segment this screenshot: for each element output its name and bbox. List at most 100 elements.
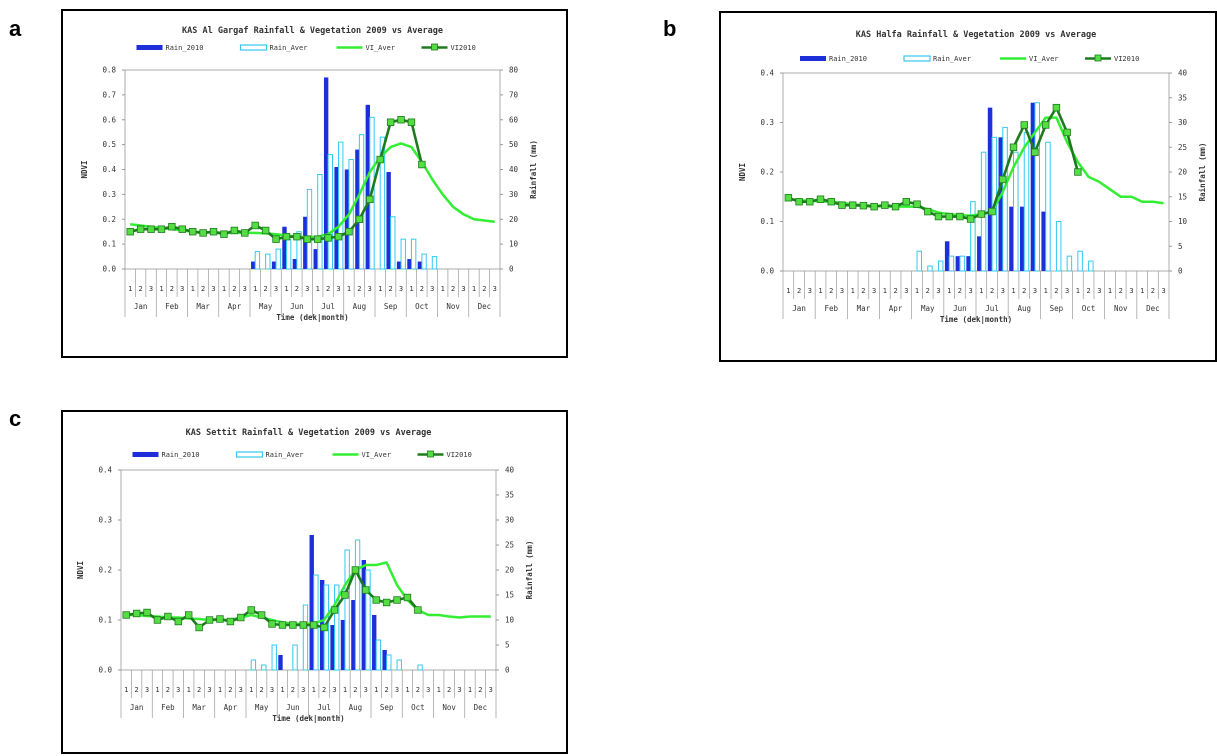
dekad-label: 2 [447, 686, 451, 694]
dekad-label: 3 [969, 287, 973, 295]
bar-rain-2010 [1009, 206, 1014, 271]
dekad-label: 2 [893, 287, 897, 295]
line-vi2010 [129, 118, 424, 241]
dekad-label: 1 [343, 686, 347, 694]
line-vi-aver [126, 561, 491, 626]
legend-label-rain-2010: Rain_2010 [162, 451, 200, 459]
legend-label-vi2010: VI2010 [1114, 55, 1139, 63]
marker-vi2010 [314, 235, 322, 243]
dekad-label: 1 [786, 287, 790, 295]
month-label: Jun [286, 703, 300, 712]
marker-vi2010 [345, 227, 353, 236]
dekad-label: 1 [284, 285, 288, 293]
dekad-label: 2 [420, 285, 424, 293]
bar-rain-2010 [987, 107, 993, 272]
month-label: Nov [446, 302, 460, 311]
left-tick-label: 0.2 [102, 215, 116, 224]
bar-rain-2010 [344, 169, 350, 269]
month-label: Jul [321, 302, 335, 311]
right-tick-label: 0 [509, 265, 514, 274]
bar-rain-2010 [334, 167, 339, 269]
right-tick-label: 40 [505, 466, 515, 475]
dekad-label: 2 [291, 686, 295, 694]
bar-rain-aver [271, 644, 277, 671]
bar-rain-2010 [386, 171, 391, 269]
marker-vi2010 [132, 609, 141, 618]
x-axis-label: Time (dek|month) [272, 714, 344, 724]
marker-vi2010 [376, 155, 384, 164]
dekad-label: 2 [797, 287, 801, 295]
left-tick-label: 0.0 [102, 265, 116, 274]
left-tick-label: 0.1 [760, 217, 774, 226]
bar-rain-aver [296, 231, 302, 270]
right-tick-label: 10 [505, 616, 515, 625]
right-tick-label: 20 [505, 566, 515, 575]
legend-marker-vi2010 [1094, 54, 1102, 62]
bar-rain-aver [1002, 126, 1008, 272]
month-label: May [921, 304, 935, 313]
bar-rain-2010 [1019, 206, 1025, 271]
bar-rain-aver [302, 604, 309, 671]
x-axis-label: Time (dek|month) [276, 313, 348, 323]
dekad-label: 1 [947, 287, 951, 295]
marker-vi2010 [178, 225, 186, 233]
bar-rain-2010 [382, 650, 387, 670]
right-tick-label: 35 [505, 491, 514, 500]
month-label: Sep [1050, 304, 1064, 313]
marker-vi2010 [168, 223, 176, 231]
bar-rain-aver [1034, 102, 1040, 272]
marker-vi2010 [147, 225, 155, 233]
bar-rain-2010 [313, 249, 318, 269]
bar-rain-aver [390, 216, 396, 270]
legend-swatch-rain-aver [239, 44, 268, 51]
x-axis-label: Time (dek|month) [940, 315, 1012, 325]
dekad-label: 1 [1044, 287, 1048, 295]
dekad-label: 3 [368, 285, 372, 293]
month-label: Apr [889, 304, 903, 313]
right-tick-label: 40 [509, 165, 519, 174]
bar-rain-aver [970, 201, 976, 272]
marker-vi2010 [143, 608, 151, 617]
dekad-label: 1 [280, 686, 284, 694]
dekad-label: 2 [1119, 287, 1123, 295]
marker-vi2010 [816, 195, 825, 203]
right-tick-label: 20 [509, 215, 519, 224]
month-label: Sep [384, 302, 398, 311]
right-tick-label: 15 [1178, 192, 1187, 201]
dekad-label: 2 [326, 285, 330, 293]
month-label: Feb [165, 302, 179, 311]
dekad-label: 1 [312, 686, 316, 694]
month-label: Oct [411, 703, 425, 712]
right-tick-label: 30 [1178, 118, 1188, 127]
right-tick-label: 35 [1178, 93, 1187, 102]
bar-rain-aver [386, 654, 392, 671]
marker-vi2010 [372, 596, 380, 604]
month-label: Feb [161, 703, 175, 712]
line-vi2010 [787, 106, 1080, 221]
month-label: Dec [474, 703, 488, 712]
marker-vi2010 [999, 175, 1007, 184]
left-tick-label: 0.4 [98, 466, 112, 475]
marker-vi2010 [230, 226, 239, 235]
bar-rain-aver [275, 248, 281, 270]
dekad-label: 3 [270, 686, 274, 694]
right-tick-label: 0 [505, 666, 510, 675]
bar-rain-aver [417, 664, 423, 671]
marker-vi2010 [806, 197, 814, 206]
dekad-label: 2 [353, 686, 357, 694]
dekad-label: 2 [201, 285, 205, 293]
dekad-label: 1 [409, 285, 413, 293]
legend-swatch-rain-2010 [800, 56, 826, 61]
bar-rain-aver [334, 584, 340, 671]
marker-vi2010 [299, 621, 307, 629]
marker-vi2010 [924, 207, 932, 216]
month-label: Aug [349, 703, 363, 712]
plot-area [782, 72, 1170, 272]
line-vi-aver [130, 142, 495, 239]
left-tick-label: 0.0 [98, 666, 112, 675]
dekad-label: 1 [441, 285, 445, 293]
dekad-label: 2 [166, 686, 170, 694]
marker-vi2010 [366, 195, 374, 204]
y-axis-left-label: NDVI [76, 561, 85, 579]
legend-label-rain-aver: Rain_Aver [933, 55, 971, 63]
